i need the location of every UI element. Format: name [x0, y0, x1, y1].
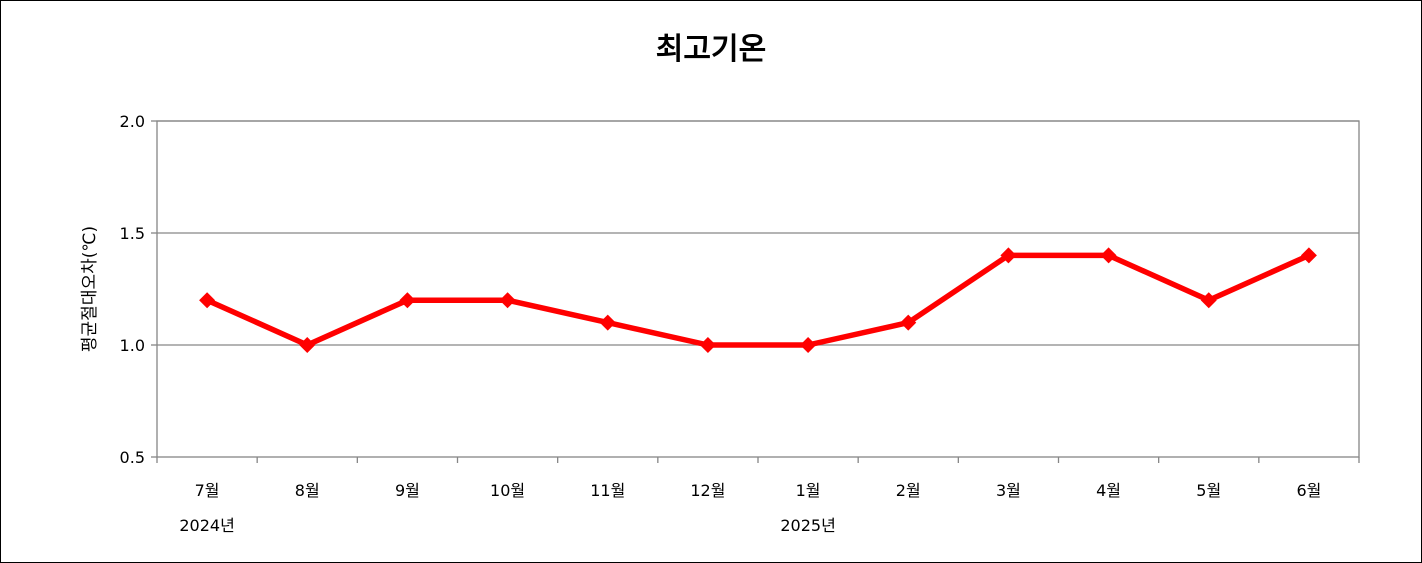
grid-layer — [157, 120, 1359, 346]
x-tick-label: 12월 — [690, 481, 725, 500]
data-point-marker — [399, 292, 416, 309]
data-point-marker — [599, 314, 616, 331]
chart-title: 최고기온 — [656, 32, 766, 67]
data-point-marker — [1000, 247, 1017, 264]
x-tick-label: 5월 — [1196, 481, 1221, 500]
data-point-marker — [499, 292, 516, 309]
data-point-marker — [800, 337, 817, 353]
x-tick-label: 4월 — [1096, 481, 1121, 500]
data-point-marker — [299, 337, 316, 353]
data-point-marker — [1100, 247, 1117, 264]
x-tick-label: 8월 — [295, 481, 320, 500]
x-tick-label: 10월 — [490, 481, 525, 500]
data-point-marker — [699, 337, 716, 353]
series-layer — [199, 247, 1317, 353]
x-tick-label: 11월 — [590, 481, 625, 500]
x-tick-label: 1월 — [796, 481, 821, 500]
year-labels: 2024년 2025년 — [179, 516, 835, 535]
y-tick-label: 2.0 — [120, 112, 145, 131]
x-tick-labels: 7월 8월 9월 10월 11월 12월 1월 2월 3월 4월 5월 6월 — [195, 481, 1322, 500]
y-tick-labels: 0.5 1.0 1.5 2.0 — [120, 112, 145, 467]
x-tick-label: 9월 — [395, 481, 420, 500]
x-tick-label: 3월 — [996, 481, 1021, 500]
axis-layer — [151, 120, 1360, 463]
data-point-marker — [1300, 247, 1317, 264]
data-point-marker — [1200, 292, 1217, 309]
data-point-marker — [900, 314, 917, 331]
x-tick-label: 7월 — [195, 481, 220, 500]
y-tick-label: 1.0 — [120, 336, 145, 355]
year-label: 2024년 — [179, 516, 234, 535]
x-tick-label: 2월 — [896, 481, 921, 500]
x-tick-label: 6월 — [1296, 481, 1321, 500]
y-axis-label: 평균절대오차(℃) — [80, 226, 100, 352]
year-label: 2025년 — [780, 516, 835, 535]
series-line — [204, 252, 1312, 348]
y-tick-label: 0.5 — [120, 448, 145, 467]
y-tick-label: 1.5 — [120, 224, 145, 243]
data-point-marker — [199, 292, 216, 309]
